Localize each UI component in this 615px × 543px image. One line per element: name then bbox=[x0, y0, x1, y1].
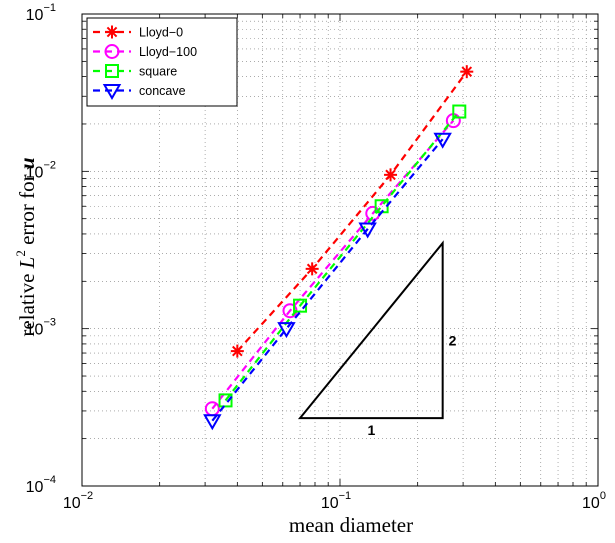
legend-label: square bbox=[139, 65, 177, 79]
slope-run-label: 1 bbox=[367, 422, 375, 438]
y-tick-label-base: 10 bbox=[26, 479, 44, 496]
x-tick-label-exponent: −2 bbox=[81, 490, 94, 502]
data-point-stroke bbox=[232, 345, 243, 357]
data-point-stroke bbox=[385, 169, 396, 181]
data-point bbox=[433, 132, 452, 149]
slope-triangle bbox=[297, 240, 444, 420]
x-tick-label-base: 10 bbox=[321, 495, 339, 512]
data-point bbox=[460, 65, 474, 79]
y-tick-label-exponent: −3 bbox=[43, 317, 56, 329]
legend-label: concave bbox=[139, 84, 186, 98]
data-point bbox=[384, 168, 398, 182]
slope-rise-label: 2 bbox=[449, 333, 457, 349]
series-line bbox=[224, 110, 461, 402]
slope-annotation: 12 bbox=[297, 240, 457, 438]
legend-marker bbox=[102, 84, 122, 101]
data-point bbox=[218, 393, 233, 408]
y-axis-label-sup: 2 bbox=[13, 250, 28, 257]
y-tick-label-base: 10 bbox=[26, 164, 44, 181]
series-4 bbox=[203, 132, 452, 431]
data-point-stroke bbox=[461, 66, 473, 77]
x-tick-label: 100 bbox=[582, 490, 606, 512]
series-1 bbox=[230, 65, 474, 358]
legend-label: Lloyd−100 bbox=[139, 45, 197, 59]
series-line bbox=[211, 119, 455, 410]
y-tick-label: 10−4 bbox=[26, 474, 56, 496]
y-tick-label-exponent: −4 bbox=[43, 474, 56, 486]
legend-label: Lloyd−0 bbox=[139, 26, 183, 40]
y-tick-label-base: 10 bbox=[26, 7, 44, 24]
data-point bbox=[230, 344, 244, 358]
series-group bbox=[203, 65, 474, 431]
y-axis-label-bold-var: u bbox=[15, 157, 39, 169]
legend-marker-stroke bbox=[106, 26, 118, 38]
y-axis-label-var: L bbox=[15, 257, 39, 270]
legend: Lloyd−0 Lloyd−100 square concave bbox=[86, 17, 238, 107]
legend-item: Lloyd−0 bbox=[93, 25, 183, 40]
data-point bbox=[452, 104, 467, 119]
x-tick-label: 10−2 bbox=[63, 490, 93, 512]
data-point bbox=[277, 322, 296, 339]
legend-item: concave bbox=[93, 84, 186, 101]
y-axis-label-prefix: relative bbox=[15, 268, 39, 336]
legend-item: Lloyd−100 bbox=[93, 44, 197, 59]
data-point bbox=[203, 414, 222, 431]
data-point-stroke bbox=[306, 263, 318, 275]
x-tick-label-exponent: −1 bbox=[339, 490, 352, 502]
y-tick-label: 10−3 bbox=[26, 317, 56, 339]
data-point bbox=[358, 222, 377, 239]
y-axis-label-middle: error for bbox=[15, 169, 39, 250]
y-axis-label: relative L2 error for u bbox=[13, 157, 39, 336]
x-tick-label-exponent: 0 bbox=[600, 490, 606, 502]
legend-marker bbox=[105, 64, 119, 78]
x-tick-label: 10−1 bbox=[321, 490, 351, 512]
y-tick-label: 10−1 bbox=[26, 2, 56, 24]
legend-marker bbox=[105, 25, 119, 39]
y-tick-label-exponent: −2 bbox=[43, 159, 56, 171]
x-tick-label-base: 10 bbox=[63, 495, 81, 512]
series-line bbox=[236, 71, 468, 352]
x-axis-label: mean diameter bbox=[289, 513, 413, 537]
legend-item: square bbox=[93, 64, 177, 79]
y-tick-label-base: 10 bbox=[26, 322, 44, 339]
series-line bbox=[211, 138, 444, 422]
legend-marker bbox=[104, 44, 120, 59]
data-point bbox=[305, 262, 319, 276]
x-tick-label-base: 10 bbox=[582, 495, 600, 512]
y-tick-label: 10−2 bbox=[26, 159, 56, 181]
y-tick-label-exponent: −1 bbox=[43, 2, 56, 14]
